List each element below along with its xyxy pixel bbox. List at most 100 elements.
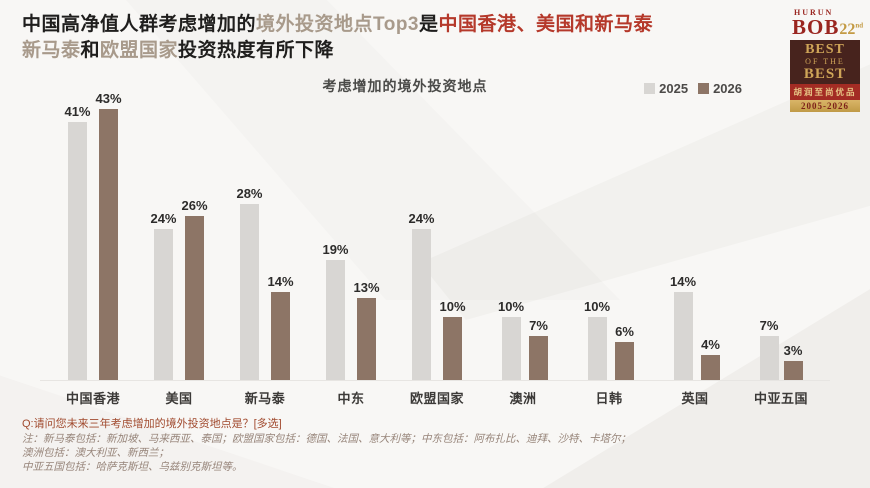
value-label-2025: 19%	[322, 242, 349, 257]
value-label-2025: 24%	[150, 211, 177, 226]
bar-2026	[99, 109, 119, 380]
bar-2025	[325, 260, 345, 380]
legend-swatch-2025	[644, 83, 656, 94]
x-axis-label-中东: 中东	[337, 391, 365, 406]
bar-column-2026: 14%	[268, 274, 294, 380]
x-axis-label-欧盟国家: 欧盟国家	[409, 391, 464, 406]
bar-2026	[701, 355, 721, 380]
bar-group-日韩: 10% 6%	[566, 299, 652, 380]
title-segment: 是	[419, 14, 439, 35]
bar-2025	[501, 317, 521, 380]
x-axis-label-中亚五国: 中亚五国	[753, 391, 808, 406]
bar-2025	[673, 292, 693, 380]
x-axis-label-英国: 英国	[681, 391, 709, 406]
x-axis-label-美国: 美国	[165, 391, 193, 406]
title-segment: 中国高净值人群考虑增加的	[22, 14, 257, 35]
x-axis-label-日韩: 日韩	[595, 391, 623, 406]
bar-column-2026: 7%	[529, 318, 549, 380]
legend-item-2026: 2026	[698, 81, 742, 96]
bar-2025	[239, 204, 259, 380]
x-axis-label-新马泰: 新马泰	[244, 391, 286, 406]
legend-item-2025: 2025	[644, 81, 688, 96]
note-line: 中亚五国包括：哈萨克斯坦、乌兹别克斯坦等。	[22, 460, 243, 473]
bar-column-2025: 10%	[584, 299, 610, 380]
value-label-2026: 43%	[95, 91, 122, 106]
logo-edition: 22nd	[839, 21, 864, 38]
legend-label: 2025	[659, 81, 689, 96]
bar-2026	[529, 336, 549, 380]
bar-column-2025: 28%	[236, 186, 263, 380]
x-axis-line	[40, 380, 830, 381]
title-segment: 境外投资地点Top3	[256, 14, 419, 35]
bar-group-美国: 24% 26%	[136, 198, 222, 380]
bar-2025	[67, 122, 87, 380]
title-segment: 中国香港、美国和新马泰	[438, 14, 654, 35]
logo-chinese-name: 胡润至尚优品	[790, 84, 860, 100]
bar-2025	[153, 229, 173, 380]
bar-group-英国: 14% 4%	[652, 274, 738, 380]
logo-name-row: BOB 22nd	[790, 15, 864, 39]
page-title: 中国高净值人群考虑增加的境外投资地点Top3是中国香港、美国和新马泰 新马泰和欧…	[22, 12, 653, 64]
survey-question: Q:请问您未来三年考虑增加的境外投资地点是？[多选]	[22, 418, 282, 430]
bar-2026	[185, 216, 205, 380]
bar-column-2025: 7%	[759, 318, 779, 380]
legend-label: 2026	[713, 81, 742, 96]
bar-column-2025: 19%	[322, 242, 349, 380]
bar-column-2026: 4%	[701, 337, 721, 380]
bar-2025	[411, 229, 431, 380]
legend-swatch-2026	[698, 83, 710, 94]
note-line: 注：新马泰包括：新加坡、马来西亚、泰国；欧盟国家包括：德国、法国、意大利等；中东…	[22, 433, 631, 445]
value-label-2025: 10%	[583, 299, 611, 314]
footnotes: Q:请问您未来三年考虑增加的境外投资地点是？[多选] 注：新马泰包括：新加坡、马…	[22, 415, 670, 475]
value-label-2025: 28%	[236, 186, 263, 201]
title-segment: 和	[80, 40, 101, 62]
chart-title: 考虑增加的境外投资地点	[322, 78, 488, 94]
value-label-2026: 13%	[353, 280, 380, 295]
x-axis-labels: 中国香港 美国 新马泰 中东 欧盟国家 澳洲 日韩 英国 中亚五国	[50, 388, 824, 407]
bar-column-2025: 14%	[670, 274, 696, 380]
bar-column-2026: 43%	[96, 91, 122, 380]
chart-legend: 2025 2026	[644, 81, 742, 96]
value-label-2025: 14%	[669, 274, 697, 289]
bar-2026	[443, 317, 463, 380]
value-label-2026: 10%	[439, 299, 466, 314]
x-axis-label-中国香港: 中国香港	[65, 391, 120, 406]
bar-group-澳洲: 10% 7%	[480, 299, 566, 380]
hurun-bob-logo: HURUN BOB 22nd BEST OF THE BEST 胡润至尚优品 2…	[790, 8, 864, 112]
bar-2026	[271, 292, 291, 380]
bar-column-2026: 26%	[182, 198, 208, 380]
value-label-2026: 6%	[615, 324, 634, 339]
bar-group-欧盟国家: 24% 10%	[394, 211, 480, 380]
bar-2026	[615, 342, 635, 380]
bar-column-2026: 3%	[783, 343, 803, 380]
note-line: 澳洲包括：澳大利亚、新西兰；	[22, 446, 169, 459]
bar-column-2025: 10%	[498, 299, 524, 380]
bar-2025	[587, 317, 607, 380]
logo-brand: HURUN	[794, 8, 834, 17]
bar-column-2026: 6%	[615, 324, 635, 380]
bar-group-中东: 19% 13%	[308, 242, 394, 380]
x-axis-label-澳洲: 澳洲	[509, 391, 537, 406]
bar-group-中亚五国: 7% 3%	[738, 318, 824, 380]
bar-group-中国香港: 41% 43%	[50, 91, 136, 380]
bar-column-2026: 10%	[440, 299, 466, 380]
bar-group-新马泰: 28% 14%	[222, 186, 308, 380]
title-segment: 投资热度有所下降	[178, 40, 335, 62]
value-label-2025: 41%	[64, 104, 91, 119]
bar-column-2025: 24%	[408, 211, 435, 380]
value-label-2025: 10%	[497, 299, 525, 314]
title-segment: 欧盟国家	[100, 40, 179, 62]
logo-years: 2005-2026	[790, 100, 860, 112]
title-line-2: 新马泰和欧盟国家投资热度有所下降	[22, 38, 653, 64]
logo-name: BOB	[792, 15, 840, 39]
value-label-2026: 26%	[181, 198, 208, 213]
bar-2025	[759, 336, 779, 380]
value-label-2025: 24%	[408, 211, 435, 226]
bar-2026	[357, 298, 377, 380]
bar-2026	[783, 361, 803, 380]
bar-chart-plot-area: 41% 43% 24% 26% 28% 14% 19%	[50, 88, 824, 380]
title-line-1: 中国高净值人群考虑增加的境外投资地点Top3是中国香港、美国和新马泰	[22, 12, 653, 38]
title-segment: 新马泰	[22, 40, 81, 62]
value-label-2026: 3%	[783, 343, 803, 358]
